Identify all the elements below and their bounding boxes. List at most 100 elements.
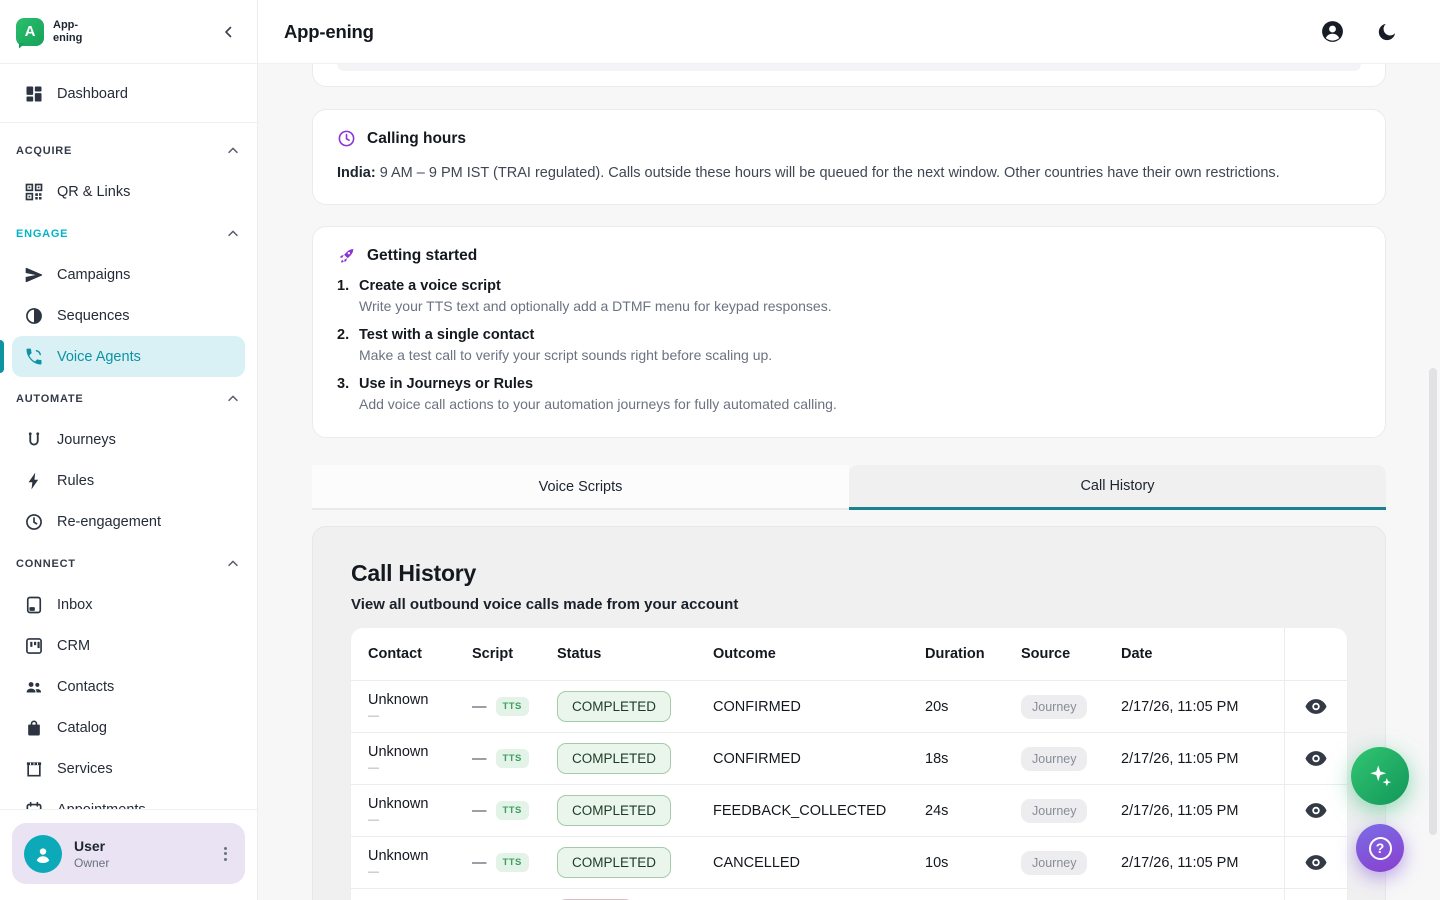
help-button[interactable]: ? <box>1356 824 1404 872</box>
source-badge: Journey <box>1021 695 1087 719</box>
section-label: ACQUIRE <box>16 145 72 157</box>
table-row: Unknown— —TTS COMPLETED CONFIRMED 18s Jo… <box>351 732 1347 784</box>
script-dash: — <box>472 855 487 871</box>
tts-badge: TTS <box>496 749 529 768</box>
sidebar-item-label: Contacts <box>57 679 114 695</box>
col-date: Date <box>1121 646 1284 662</box>
profile-role: Owner <box>74 856 109 870</box>
view-call-button[interactable] <box>1301 692 1331 722</box>
sidebar-item-sequences[interactable]: Sequences <box>12 295 245 336</box>
step-title: Use in Journeys or Rules <box>359 376 837 392</box>
moon-icon[interactable] <box>1374 19 1400 45</box>
tab-voice-scripts[interactable]: Voice Scripts <box>312 465 849 510</box>
col-actions <box>1284 628 1347 680</box>
table-row: Unknown— —TTS FAILED NO_ANSWER 30s Journ… <box>351 888 1347 900</box>
profile-menu-icon[interactable] <box>220 843 231 865</box>
sidebar-item-services[interactable]: Services <box>12 748 245 789</box>
view-call-button[interactable] <box>1301 744 1331 774</box>
contact-name: Unknown <box>368 848 472 864</box>
sidebar-item-label: Re-engagement <box>57 514 161 530</box>
sidebar-item-label: Inbox <box>57 597 92 613</box>
duration: 24s <box>925 803 1021 819</box>
calling-hours-title: Calling hours <box>367 130 466 148</box>
profile-card[interactable]: User Owner <box>12 823 245 884</box>
contact-sub: — <box>368 866 472 878</box>
sidebar: A App-ening Dashboard ACQUIRE QR & Links… <box>0 0 258 900</box>
tts-badge: TTS <box>496 853 529 872</box>
ai-assistant-button[interactable] <box>1351 747 1409 805</box>
topbar: App-ening <box>258 0 1440 64</box>
step-desc: Write your TTS text and optionally add a… <box>359 298 832 314</box>
sidebar-item-rules[interactable]: Rules <box>12 460 245 501</box>
sidebar-footer: User Owner <box>0 809 257 900</box>
half-circle-icon <box>24 306 44 326</box>
contact-name: Unknown <box>368 796 472 812</box>
sidebar-item-appointments[interactable]: Appointments <box>12 789 245 809</box>
rocket-icon <box>337 246 356 265</box>
step-title: Create a voice script <box>359 278 832 294</box>
sidebar-item-label: Campaigns <box>57 267 130 283</box>
phone-icon <box>24 347 44 367</box>
outcome: FEEDBACK_COLLECTED <box>713 803 925 819</box>
source-badge: Journey <box>1021 747 1087 771</box>
calling-hours-card: Calling hours India: 9 AM – 9 PM IST (TR… <box>312 109 1386 205</box>
chevron-up-icon <box>225 556 241 572</box>
step-desc: Add voice call actions to your automatio… <box>359 396 837 412</box>
sidebar-item-label: Rules <box>57 473 94 489</box>
section-connect[interactable]: CONNECT <box>12 544 245 584</box>
sidebar-nav: Dashboard ACQUIRE QR & Links ENGAGE Camp… <box>0 64 257 809</box>
sidebar-item-contacts[interactable]: Contacts <box>12 666 245 707</box>
contact-name: Unknown <box>368 744 472 760</box>
calling-hours-text: India: 9 AM – 9 PM IST (TRAI regulated).… <box>337 163 1361 183</box>
scrollbar-thumb[interactable] <box>1429 368 1437 835</box>
section-label: CONNECT <box>16 558 76 570</box>
sidebar-item-campaigns[interactable]: Campaigns <box>12 254 245 295</box>
contact-sub: — <box>368 762 472 774</box>
section-automate[interactable]: AUTOMATE <box>12 379 245 419</box>
question-icon: ? <box>1369 837 1392 860</box>
sidebar-item-qr-links[interactable]: QR & Links <box>12 171 245 212</box>
col-outcome: Outcome <box>713 646 925 662</box>
people-icon <box>24 677 44 697</box>
sidebar-item-label: Catalog <box>57 720 107 736</box>
section-engage[interactable]: ENGAGE <box>12 214 245 254</box>
getting-started-step: 3. Use in Journeys or Rules Add voice ca… <box>337 376 1361 412</box>
status-badge: COMPLETED <box>557 691 671 722</box>
account-icon[interactable] <box>1319 19 1345 45</box>
call-history-panel: Call History View all outbound voice cal… <box>312 526 1386 900</box>
view-call-button[interactable] <box>1301 848 1331 878</box>
sidebar-item-label: Voice Agents <box>57 349 141 365</box>
status-badge: COMPLETED <box>557 847 671 878</box>
tab-call-history[interactable]: Call History <box>849 465 1386 510</box>
sidebar-item-label: CRM <box>57 638 90 654</box>
sidebar-item-voice-agents[interactable]: Voice Agents <box>12 336 245 377</box>
sidebar-item-dashboard[interactable]: Dashboard <box>12 73 245 114</box>
bolt-icon <box>24 471 44 491</box>
calendar-icon <box>24 800 44 810</box>
sparkles-icon <box>1367 763 1393 789</box>
tts-badge: TTS <box>496 697 529 716</box>
page-title: App-ening <box>284 21 374 43</box>
date: 2/17/26, 11:05 PM <box>1121 803 1284 819</box>
sidebar-item-label: Sequences <box>57 308 130 324</box>
getting-started-step: 1. Create a voice script Write your TTS … <box>337 278 1361 314</box>
date: 2/17/26, 11:05 PM <box>1121 751 1284 767</box>
sidebar-item-re-engagement[interactable]: Re-engagement <box>12 501 245 542</box>
section-acquire[interactable]: ACQUIRE <box>12 131 245 171</box>
app-logo-text: App-ening <box>53 19 82 43</box>
sidebar-item-catalog[interactable]: Catalog <box>12 707 245 748</box>
store-icon <box>24 759 44 779</box>
sidebar-collapse-icon[interactable] <box>217 20 241 44</box>
col-duration: Duration <box>925 646 1021 662</box>
sidebar-item-journeys[interactable]: Journeys <box>12 419 245 460</box>
app-logo[interactable]: A App-ening <box>16 18 82 46</box>
chevron-up-icon <box>225 391 241 407</box>
script-dash: — <box>472 803 487 819</box>
sidebar-item-crm[interactable]: CRM <box>12 625 245 666</box>
contact-sub: — <box>368 710 472 722</box>
view-call-button[interactable] <box>1301 796 1331 826</box>
source-badge: Journey <box>1021 799 1087 823</box>
duration: 20s <box>925 699 1021 715</box>
script-dash: — <box>472 699 487 715</box>
sidebar-item-inbox[interactable]: Inbox <box>12 584 245 625</box>
